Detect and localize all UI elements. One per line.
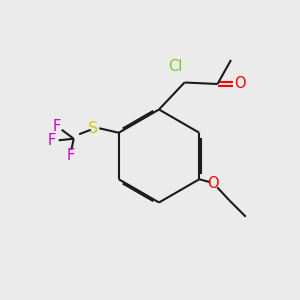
Text: F: F <box>53 118 61 134</box>
Text: Cl: Cl <box>168 59 183 74</box>
Text: S: S <box>88 121 98 136</box>
Text: O: O <box>235 76 246 92</box>
Text: F: F <box>67 148 75 163</box>
Text: O: O <box>207 176 219 191</box>
Text: F: F <box>48 133 56 148</box>
